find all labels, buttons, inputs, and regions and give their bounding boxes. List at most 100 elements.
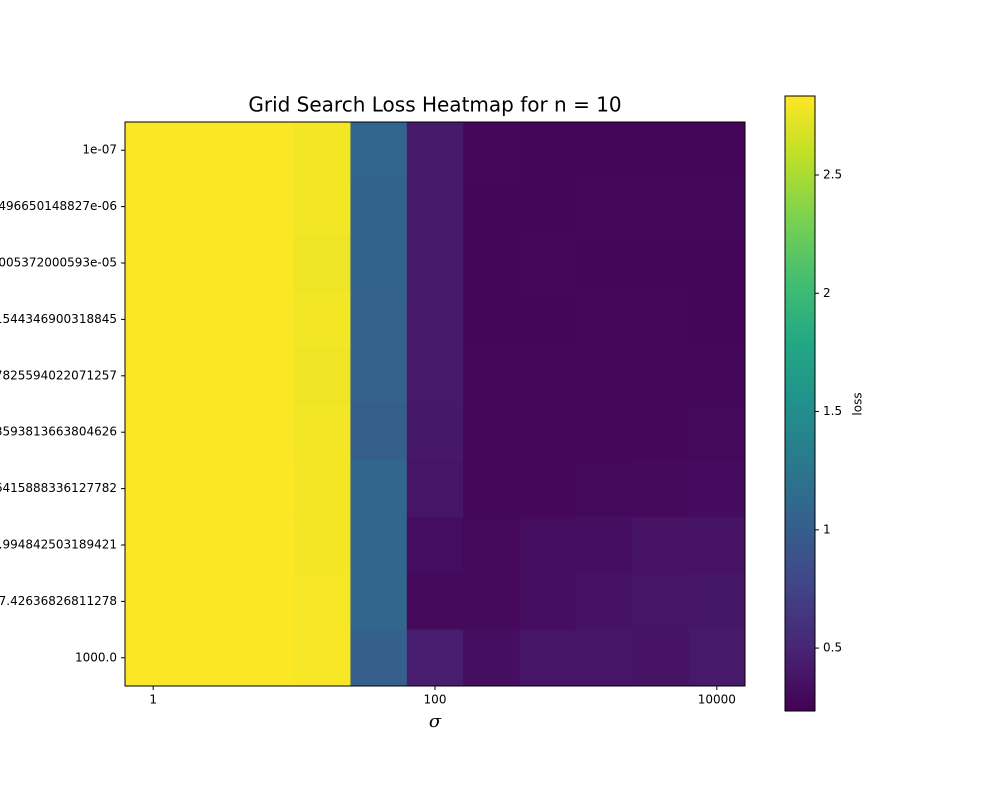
heat-cell bbox=[575, 178, 633, 236]
y-tick-label: 5.994842503189421 bbox=[0, 538, 117, 552]
heat-cell bbox=[575, 404, 633, 461]
heat-cell bbox=[350, 460, 408, 518]
heat-cell bbox=[237, 516, 295, 574]
heat-cell bbox=[237, 234, 295, 292]
heat-cell bbox=[350, 347, 408, 405]
heat-cell bbox=[463, 347, 521, 405]
heat-cell bbox=[632, 178, 690, 236]
heat-cell bbox=[125, 404, 182, 461]
colorbar-tick-label: 2 bbox=[823, 286, 831, 300]
heat-cell bbox=[181, 234, 239, 292]
y-tick-label: 1.6681005372000593e-05 bbox=[0, 256, 117, 270]
heat-cell bbox=[632, 122, 690, 179]
heat-cell bbox=[406, 291, 464, 349]
heat-cell bbox=[575, 291, 633, 349]
x-tick-label: 10000 bbox=[698, 693, 736, 707]
heat-cell bbox=[125, 629, 182, 687]
heat-cell bbox=[519, 516, 577, 574]
heat-cell bbox=[181, 460, 239, 518]
heat-cell bbox=[688, 460, 746, 518]
heat-cell bbox=[181, 347, 239, 405]
heat-cell bbox=[463, 404, 521, 461]
heat-cell bbox=[575, 122, 633, 179]
y-tick-label: 0.0027825594022071257 bbox=[0, 368, 117, 382]
heat-cell bbox=[463, 234, 521, 292]
heat-cell bbox=[575, 573, 633, 631]
heat-cell bbox=[406, 629, 464, 687]
heat-cell bbox=[463, 178, 521, 236]
heat-cell bbox=[181, 573, 239, 631]
heat-cell bbox=[350, 291, 408, 349]
heat-cell bbox=[237, 347, 295, 405]
heat-cell bbox=[688, 122, 746, 179]
heat-cell bbox=[350, 404, 408, 461]
heat-cell bbox=[688, 178, 746, 236]
heat-cell bbox=[294, 291, 351, 349]
heat-cell bbox=[294, 122, 351, 179]
heat-cell bbox=[632, 460, 690, 518]
heat-cell bbox=[519, 234, 577, 292]
heat-cell bbox=[125, 178, 182, 236]
heat-cell bbox=[237, 460, 295, 518]
heat-cell bbox=[519, 573, 577, 631]
heat-cell bbox=[181, 629, 239, 687]
heat-cell bbox=[294, 347, 351, 405]
heat-cell bbox=[406, 460, 464, 518]
heat-cell bbox=[519, 122, 577, 179]
colorbar-tick-label: 2.5 bbox=[823, 168, 842, 182]
y-tick-label: 1.2915496650148827e-06 bbox=[0, 199, 117, 213]
heat-cell bbox=[406, 516, 464, 574]
colorbar-label: loss bbox=[851, 392, 865, 415]
heat-cell bbox=[181, 291, 239, 349]
y-tick-label: 0.03593813663804626 bbox=[0, 425, 117, 439]
heat-cell bbox=[463, 516, 521, 574]
y-tick-label: 1000.0 bbox=[75, 650, 117, 664]
x-tick-label: 1 bbox=[149, 693, 157, 707]
heat-cell bbox=[350, 573, 408, 631]
heat-cell bbox=[237, 291, 295, 349]
heat-cell bbox=[181, 516, 239, 574]
colorbar-tick-label: 0.5 bbox=[823, 641, 842, 655]
heat-cell bbox=[688, 629, 746, 687]
y-tick-label: 77.42636826811278 bbox=[0, 594, 117, 608]
y-tick-label: 0.46415888336127782 bbox=[0, 481, 117, 495]
colorbar-tick-label: 1 bbox=[823, 522, 831, 536]
y-tick-label: 0.00021544346900318845 bbox=[0, 312, 117, 326]
heat-cell bbox=[688, 573, 746, 631]
heat-cell bbox=[237, 404, 295, 461]
heat-cell bbox=[181, 122, 239, 179]
heat-cell bbox=[519, 404, 577, 461]
heat-cell bbox=[463, 573, 521, 631]
heat-cell bbox=[406, 404, 464, 461]
heat-cell bbox=[237, 629, 295, 687]
colorbar-tick-label: 1.5 bbox=[823, 404, 842, 418]
heat-cell bbox=[463, 629, 521, 687]
heat-cell bbox=[688, 516, 746, 574]
heat-cell bbox=[181, 404, 239, 461]
y-tick-label: 1e-07 bbox=[82, 143, 117, 157]
heat-cell bbox=[519, 347, 577, 405]
x-axis-label: σ bbox=[429, 711, 442, 732]
heat-cell bbox=[237, 573, 295, 631]
heat-cell bbox=[406, 122, 464, 179]
heat-cell bbox=[688, 234, 746, 292]
heat-cell bbox=[406, 178, 464, 236]
heat-cell bbox=[294, 178, 351, 236]
heat-cell bbox=[181, 178, 239, 236]
heat-cell bbox=[350, 234, 408, 292]
heat-cell bbox=[125, 516, 182, 574]
heat-cell bbox=[294, 516, 351, 574]
heat-cell bbox=[519, 460, 577, 518]
heat-cell bbox=[350, 178, 408, 236]
heat-cell bbox=[237, 178, 295, 236]
heat-cell bbox=[463, 122, 521, 179]
heat-cell bbox=[575, 234, 633, 292]
heat-cell bbox=[125, 573, 182, 631]
heat-cell bbox=[406, 234, 464, 292]
heat-cell bbox=[125, 122, 182, 179]
heat-cell bbox=[463, 460, 521, 518]
heat-cell bbox=[519, 629, 577, 687]
heat-cell bbox=[350, 629, 408, 687]
